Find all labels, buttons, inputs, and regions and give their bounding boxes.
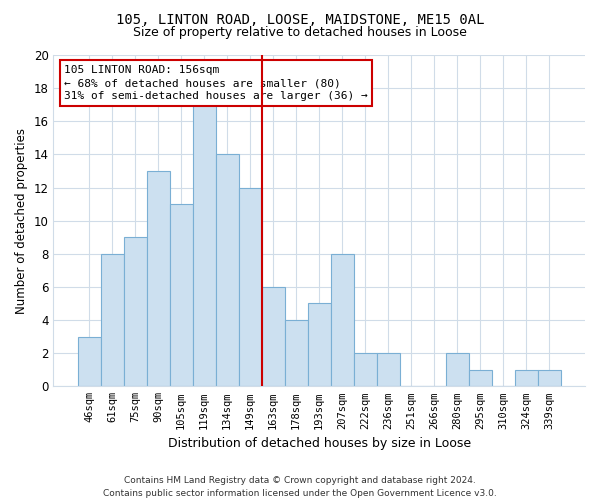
Bar bbox=[239, 188, 262, 386]
Bar bbox=[262, 287, 284, 386]
X-axis label: Distribution of detached houses by size in Loose: Distribution of detached houses by size … bbox=[167, 437, 471, 450]
Bar bbox=[354, 353, 377, 386]
Bar bbox=[469, 370, 492, 386]
Bar bbox=[515, 370, 538, 386]
Bar bbox=[77, 336, 101, 386]
Y-axis label: Number of detached properties: Number of detached properties bbox=[15, 128, 28, 314]
Text: 105, LINTON ROAD, LOOSE, MAIDSTONE, ME15 0AL: 105, LINTON ROAD, LOOSE, MAIDSTONE, ME15… bbox=[116, 12, 484, 26]
Bar bbox=[215, 154, 239, 386]
Bar bbox=[101, 254, 124, 386]
Bar bbox=[308, 304, 331, 386]
Bar bbox=[193, 104, 215, 386]
Bar bbox=[377, 353, 400, 386]
Bar bbox=[446, 353, 469, 386]
Text: 105 LINTON ROAD: 156sqm
← 68% of detached houses are smaller (80)
31% of semi-de: 105 LINTON ROAD: 156sqm ← 68% of detache… bbox=[64, 65, 368, 102]
Text: Contains HM Land Registry data © Crown copyright and database right 2024.
Contai: Contains HM Land Registry data © Crown c… bbox=[103, 476, 497, 498]
Bar bbox=[146, 171, 170, 386]
Bar bbox=[170, 204, 193, 386]
Text: Size of property relative to detached houses in Loose: Size of property relative to detached ho… bbox=[133, 26, 467, 39]
Bar bbox=[331, 254, 354, 386]
Bar bbox=[538, 370, 561, 386]
Bar bbox=[284, 320, 308, 386]
Bar bbox=[124, 237, 146, 386]
